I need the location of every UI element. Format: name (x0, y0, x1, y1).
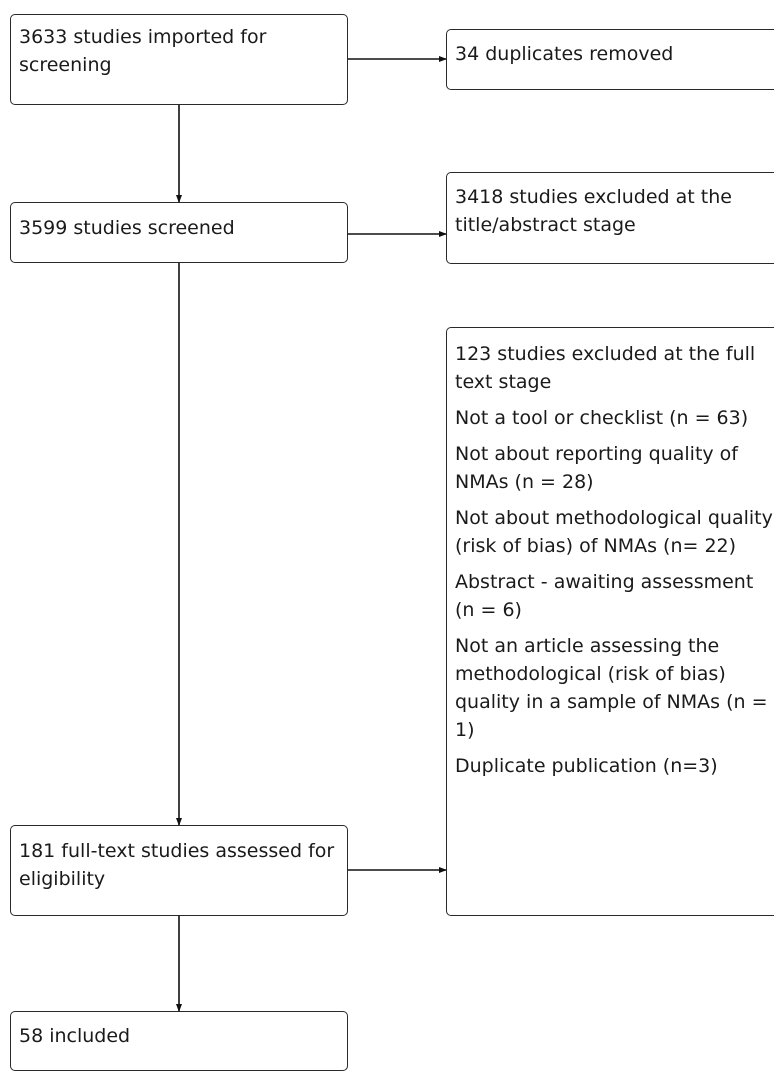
exclusion-reason: Not about methodological quality (risk o… (455, 507, 773, 557)
box-screened-text: 3599 studies screened (19, 217, 235, 239)
box-fulltext-assessed: 181 full-text studies assessed for eligi… (10, 825, 348, 916)
exclusion-reason: Abstract - awaiting assessment (n = 6) (455, 571, 754, 621)
box-imported: 3633 studies imported for screening (10, 14, 348, 105)
exclusion-reason: Duplicate publication (n=3) (455, 755, 718, 777)
box-fulltext-assessed-text: 181 full-text studies assessed for eligi… (19, 840, 335, 890)
box-excluded-title-abstract-text: 3418 studies excluded at the title/abstr… (455, 186, 732, 236)
box-excluded-title-abstract: 3418 studies excluded at the title/abstr… (446, 172, 774, 264)
box-duplicates-removed-text: 34 duplicates removed (455, 43, 674, 65)
exclusion-reason: Not about reporting quality of NMAs (n =… (455, 443, 738, 493)
box-imported-text: 3633 studies imported for screening (19, 26, 267, 76)
exclusion-reason: Not an article assessing the methodologi… (455, 635, 768, 741)
exclusion-reason: Not a tool or checklist (n = 63) (455, 407, 749, 429)
box-included-text: 58 included (19, 1025, 131, 1047)
box-screened: 3599 studies screened (10, 202, 348, 263)
box-excluded-fulltext: 123 studies excluded at the full text st… (446, 327, 774, 916)
box-included: 58 included (10, 1011, 348, 1071)
box-duplicates-removed: 34 duplicates removed (446, 29, 774, 90)
fulltext-exclusion-heading: 123 studies excluded at the full text st… (455, 343, 756, 393)
prisma-flow-diagram: 3633 studies imported for screening 3599… (10, 14, 774, 1071)
